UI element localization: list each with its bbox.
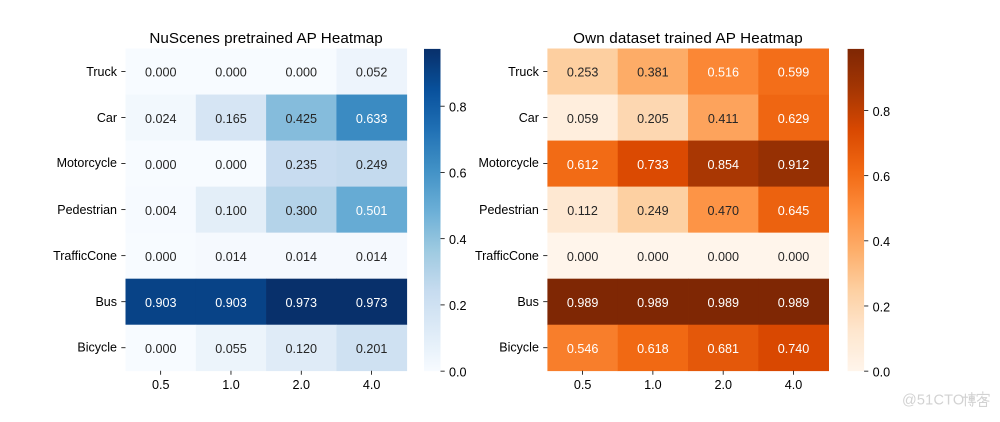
svg-text:Pedestrian: Pedestrian — [57, 203, 117, 217]
svg-text:0.2: 0.2 — [449, 299, 467, 313]
svg-text:Car: Car — [97, 111, 117, 125]
svg-text:0.000: 0.000 — [145, 342, 177, 356]
svg-text:0.0: 0.0 — [449, 365, 467, 379]
svg-text:1.0: 1.0 — [644, 378, 662, 392]
svg-text:0.411: 0.411 — [708, 112, 739, 126]
svg-text:2.0: 2.0 — [714, 378, 732, 392]
svg-text:0.546: 0.546 — [567, 342, 599, 356]
svg-text:4.0: 4.0 — [785, 378, 803, 392]
svg-text:0.024: 0.024 — [145, 112, 177, 126]
svg-text:0.2: 0.2 — [873, 300, 891, 314]
svg-text:TrafficCone: TrafficCone — [53, 249, 117, 263]
svg-text:0.4: 0.4 — [873, 235, 891, 249]
svg-text:0.989: 0.989 — [567, 296, 599, 310]
svg-text:Bicycle: Bicycle — [499, 340, 539, 354]
svg-text:0.681: 0.681 — [707, 342, 739, 356]
svg-text:0.425: 0.425 — [286, 112, 318, 126]
svg-text:0.618: 0.618 — [637, 342, 669, 356]
svg-text:Truck: Truck — [86, 65, 118, 79]
svg-text:TrafficCone: TrafficCone — [475, 249, 539, 263]
svg-text:0.000: 0.000 — [215, 158, 247, 172]
svg-text:0.000: 0.000 — [778, 250, 810, 264]
svg-text:0.4: 0.4 — [449, 233, 467, 247]
svg-text:2.0: 2.0 — [293, 378, 311, 392]
svg-text:0.000: 0.000 — [145, 66, 177, 80]
svg-text:0.740: 0.740 — [778, 342, 810, 356]
svg-text:0.253: 0.253 — [567, 66, 599, 80]
svg-text:0.912: 0.912 — [778, 158, 810, 172]
svg-text:0.516: 0.516 — [707, 66, 739, 80]
svg-text:Bus: Bus — [517, 295, 539, 309]
svg-text:0.8: 0.8 — [873, 105, 891, 119]
svg-text:0.733: 0.733 — [637, 158, 669, 172]
svg-text:0.612: 0.612 — [567, 158, 599, 172]
svg-text:0.014: 0.014 — [215, 250, 247, 264]
svg-text:@51CTO: @51CTO — [902, 392, 964, 408]
svg-text:Pedestrian: Pedestrian — [479, 203, 539, 217]
svg-text:0.989: 0.989 — [778, 296, 810, 310]
svg-text:0.854: 0.854 — [707, 158, 739, 172]
svg-text:0.599: 0.599 — [778, 66, 810, 80]
svg-text:0.004: 0.004 — [145, 204, 177, 218]
svg-text:0.000: 0.000 — [145, 250, 177, 264]
svg-text:0.165: 0.165 — [215, 112, 247, 126]
svg-text:0.205: 0.205 — [637, 112, 669, 126]
svg-text:Car: Car — [519, 111, 539, 125]
svg-text:0.249: 0.249 — [356, 158, 388, 172]
svg-text:0.0: 0.0 — [873, 365, 891, 379]
svg-text:4.0: 4.0 — [363, 378, 381, 392]
svg-text:0.100: 0.100 — [215, 204, 247, 218]
svg-text:0.645: 0.645 — [778, 204, 810, 218]
svg-text:Bicycle: Bicycle — [77, 340, 117, 354]
svg-text:0.000: 0.000 — [707, 250, 739, 264]
svg-text:0.989: 0.989 — [637, 296, 669, 310]
svg-text:Motorcycle: Motorcycle — [57, 156, 117, 170]
svg-text:0.629: 0.629 — [778, 112, 810, 126]
svg-text:0.052: 0.052 — [356, 66, 388, 80]
svg-text:0.6: 0.6 — [449, 167, 467, 181]
svg-text:0.501: 0.501 — [356, 204, 388, 218]
svg-text:1.0: 1.0 — [222, 378, 240, 392]
svg-text:0.633: 0.633 — [356, 112, 388, 126]
svg-text:Bus: Bus — [95, 295, 117, 309]
svg-text:0.5: 0.5 — [152, 378, 170, 392]
svg-text:0.8: 0.8 — [449, 101, 467, 115]
svg-text:0.000: 0.000 — [215, 66, 247, 80]
svg-text:0.973: 0.973 — [286, 296, 318, 310]
svg-text:0.249: 0.249 — [637, 204, 669, 218]
svg-text:0.000: 0.000 — [145, 158, 177, 172]
svg-text:0.989: 0.989 — [707, 296, 739, 310]
svg-text:0.235: 0.235 — [286, 158, 318, 172]
svg-text:0.201: 0.201 — [356, 342, 388, 356]
svg-text:NuScenes pretrained AP Heatmap: NuScenes pretrained AP Heatmap — [149, 30, 382, 47]
svg-text:0.014: 0.014 — [286, 250, 318, 264]
svg-text:0.120: 0.120 — [286, 342, 318, 356]
svg-text:0.014: 0.014 — [356, 250, 388, 264]
svg-text:0.6: 0.6 — [873, 170, 891, 184]
svg-text:0.059: 0.059 — [567, 112, 599, 126]
svg-text:0.5: 0.5 — [574, 378, 592, 392]
svg-text:0.300: 0.300 — [286, 204, 318, 218]
svg-text:Truck: Truck — [508, 65, 540, 79]
svg-text:0.055: 0.055 — [215, 342, 247, 356]
svg-text:0.903: 0.903 — [145, 296, 177, 310]
svg-text:0.381: 0.381 — [637, 66, 669, 80]
svg-text:0.470: 0.470 — [707, 204, 739, 218]
svg-text:Motorcycle: Motorcycle — [478, 156, 538, 170]
svg-text:0.000: 0.000 — [567, 250, 599, 264]
svg-text:Own dataset trained AP Heatmap: Own dataset trained AP Heatmap — [573, 30, 803, 47]
svg-text:0.000: 0.000 — [286, 66, 318, 80]
svg-text:0.903: 0.903 — [215, 296, 247, 310]
svg-text:0.000: 0.000 — [637, 250, 669, 264]
svg-text:0.112: 0.112 — [567, 204, 598, 218]
svg-text:0.973: 0.973 — [356, 296, 388, 310]
